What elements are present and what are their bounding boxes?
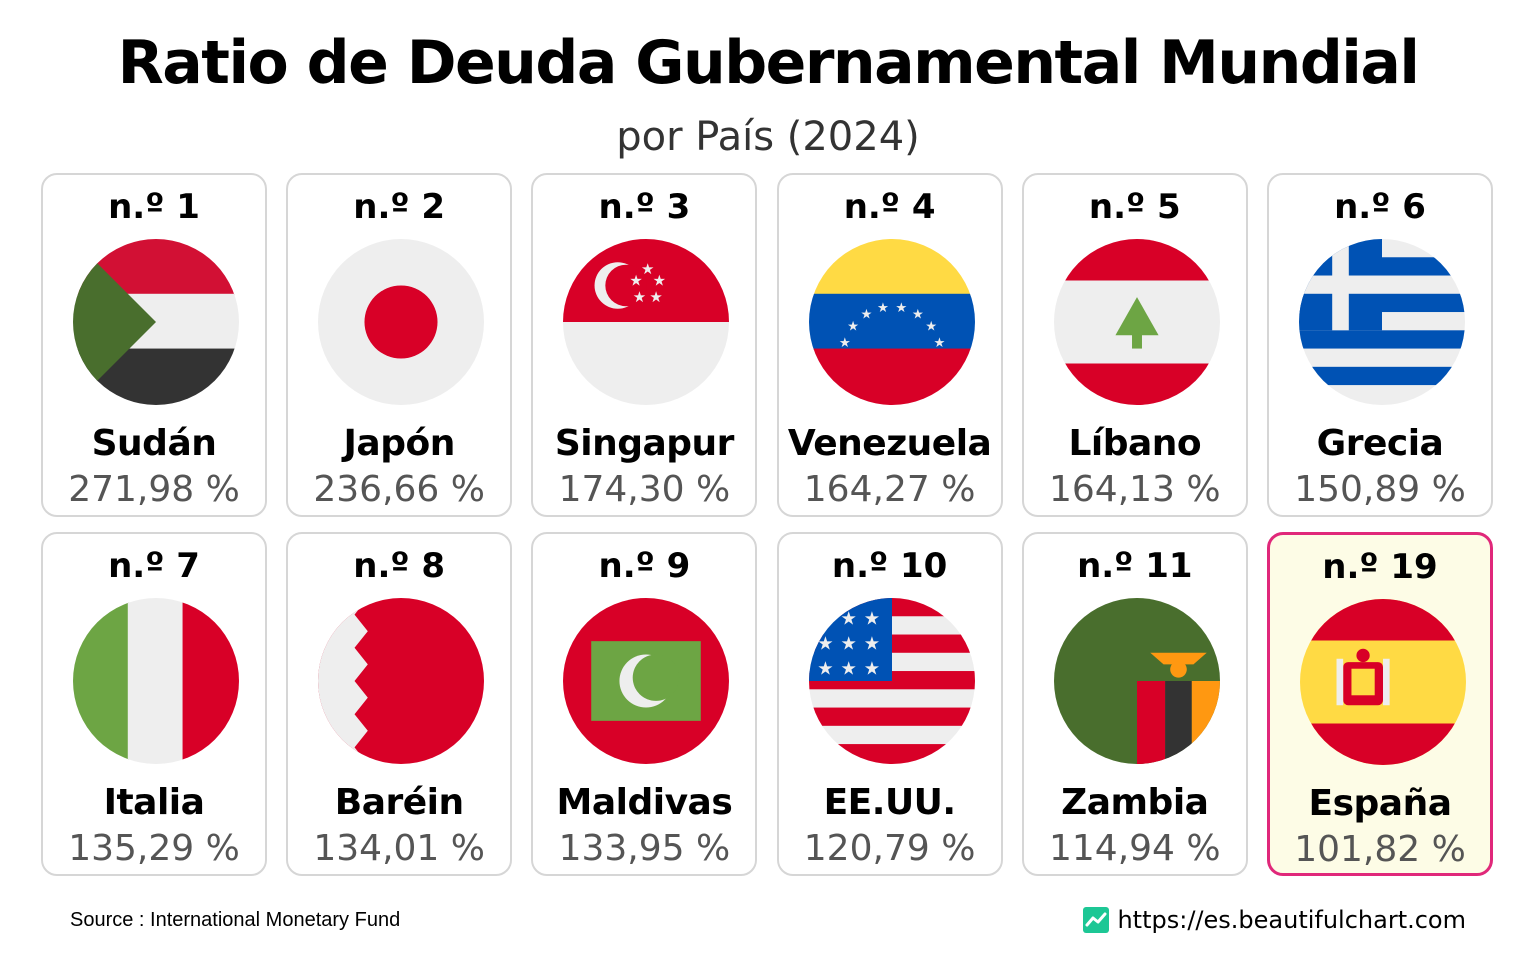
svg-text:★: ★ [630,271,643,289]
source-note: Source : International Monetary Fund [70,909,401,931]
bahrain-flag-icon [318,598,485,764]
country-name: Venezuela [787,423,992,464]
rank-label: n.º 7 [108,546,200,586]
debt-ratio-value: 114,94 % [1048,828,1221,869]
country-name: Italia [103,782,205,823]
country-name: Japón [343,423,456,464]
country-name: Singapur [554,423,735,464]
lebanon-flag-icon [1053,239,1220,405]
rank-label: n.º 3 [598,187,691,227]
chart-title: Ratio de Deuda Gubernamental Mundial [117,28,1420,98]
svg-text:★: ★ [912,308,924,323]
svg-text:★: ★ [895,301,907,316]
country-name: Grecia [1316,423,1444,464]
debt-ratio-value: 135,29 % [68,828,240,869]
svg-text:★: ★ [650,288,663,306]
usa-flag-icon: ★ ★ ★ ★ ★ ★ ★ ★ ★ [808,598,975,764]
svg-text:★: ★ [877,301,889,316]
country-card: n.º 2 Japón 236,66 % [286,173,513,517]
site-link[interactable]: https://es.beautifulchart.com [1083,906,1466,934]
country-card: n.º 19 España 101,82 % [1267,532,1493,876]
rank-label: n.º 9 [598,546,691,586]
svg-text:★: ★ [840,658,856,679]
svg-text:★: ★ [840,633,856,654]
country-card: n.º 1 Sudán 271,98 % [41,173,267,517]
svg-text:★: ★ [817,658,833,679]
svg-text:★: ★ [817,609,833,630]
debt-ratio-value: 120,79 % [803,828,976,869]
country-name: Sudán [91,423,217,464]
svg-text:★: ★ [863,633,879,654]
debt-ratio-value: 101,82 % [1294,829,1466,870]
spain-flag-icon [1300,599,1466,765]
debt-ratio-value: 174,30 % [558,469,731,510]
debt-ratio-value: 164,27 % [803,469,976,510]
italy-flag-icon [73,598,239,764]
rank-label: n.º 1 [108,187,200,227]
country-card: n.º 10 ★ ★ ★ ★ ★ ★ ★ ★ ★ EE.UU. 120,79 % [776,532,1003,876]
japan-flag-icon [318,239,485,405]
rank-label: n.º 6 [1334,187,1426,227]
country-card: n.º 5 Líbano 164,13 % [1021,173,1248,517]
svg-text:★: ★ [860,308,872,323]
svg-text:★: ★ [863,658,879,679]
chart-logo-icon [1083,907,1110,933]
country-name: Zambia [1061,782,1209,823]
debt-ratio-value: 164,13 % [1048,469,1221,510]
rank-label: n.º 2 [353,187,446,227]
svg-text:★: ★ [641,260,654,278]
site-url: https://es.beautifulchart.com [1117,906,1466,934]
country-card: n.º 7 Italia 135,29 % [41,532,267,876]
svg-text:★: ★ [847,319,859,334]
country-name: Maldivas [556,782,733,823]
svg-text:★: ★ [653,271,666,289]
svg-text:★: ★ [840,609,856,630]
zambia-flag-icon [1053,598,1220,764]
debt-ratio-value: 150,89 % [1294,469,1466,510]
greece-flag-icon [1299,239,1465,405]
svg-text:★: ★ [863,609,879,630]
rank-label: n.º 4 [843,187,936,227]
svg-text:★: ★ [633,288,646,306]
country-card: n.º 9 Maldivas 133,95 % [531,532,758,876]
country-name: España [1308,783,1452,824]
svg-text:★: ★ [817,633,833,654]
debt-ratio-value: 236,66 % [313,469,485,510]
rank-label: n.º 10 [831,546,948,586]
debt-ratio-value: 134,01 % [313,828,485,869]
svg-text:★: ★ [925,319,937,334]
svg-text:★: ★ [838,336,850,351]
venezuela-flag-icon: ★★★ ★ ★ ★★★ [808,239,975,405]
rank-label: n.º 5 [1088,187,1181,227]
svg-text:★: ★ [933,336,945,351]
singapore-flag-icon: ★★ ★★ ★ [563,239,730,405]
country-card: n.º 4 ★ ★ ★ ★ ★ ★ ★ ★ Venezuela 164,27 % [776,173,1003,517]
country-card: n.º 11 Zambia 114,94 % [1021,532,1248,876]
rank-label: n.º 11 [1077,546,1193,586]
country-name: EE.UU. [823,782,957,823]
country-card: n.º 6 Grecia 150,89 % [1267,173,1493,517]
country-name: Baréin [334,782,464,823]
rank-label: n.º 8 [353,546,446,586]
country-card: n.º 3 ★ ★ ★ ★ ★ Singapur 174,30 % [531,173,758,517]
rank-label: n.º 19 [1322,547,1438,587]
chart-subtitle: por País (2024) [616,114,920,160]
sudan-flag-icon [73,239,239,405]
country-card: n.º 8 Baréin 134,01 % [286,532,513,876]
debt-ratio-value: 133,95 % [558,828,731,869]
debt-ratio-value: 271,98 % [68,469,240,510]
maldives-flag-icon [563,598,730,764]
country-name: Líbano [1068,423,1202,464]
